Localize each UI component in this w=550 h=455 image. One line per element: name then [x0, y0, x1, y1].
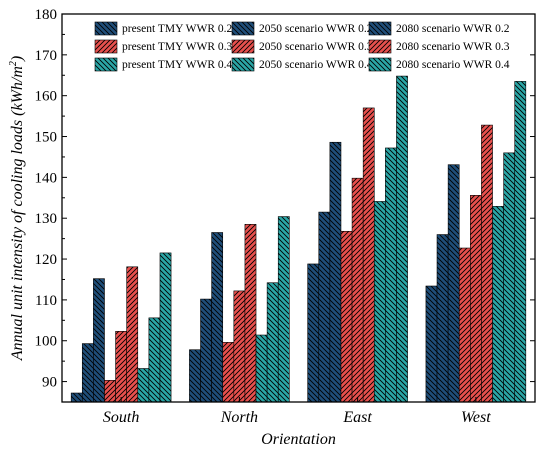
y-tick-label: 120: [35, 252, 58, 268]
legend-label-2080-scenario-wwr-0-2: 2080 scenario WWR 0.2: [396, 23, 510, 35]
bar-west-2080-scenario-wwr-0-3-hatch: [481, 125, 493, 403]
bar-north-2080-scenario-wwr-0-4-hatch: [278, 216, 290, 402]
y-tick-label: 130: [35, 211, 58, 227]
y-tick-label: 100: [35, 334, 58, 350]
bar-north-present-tmy-wwr-0-4-hatch: [256, 335, 268, 402]
bar-west-2050-scenario-wwr-0-2-hatch: [437, 234, 449, 402]
x-tick-label-north: North: [220, 409, 258, 426]
legend-label-2050-scenario-wwr-0-2: 2050 scenario WWR 0.2: [259, 23, 373, 35]
bar-west-2050-scenario-wwr-0-3-hatch: [470, 195, 482, 402]
legend-label-2050-scenario-wwr-0-3: 2050 scenario WWR 0.3: [259, 41, 373, 53]
legend-label-2080-scenario-wwr-0-3: 2080 scenario WWR 0.3: [396, 41, 510, 53]
bar-south-2080-scenario-wwr-0-3-hatch: [126, 266, 138, 402]
bar-south-2050-scenario-wwr-0-3-hatch: [115, 331, 127, 402]
legend-swatch-2050-scenario-wwr-0-3-hatch: [232, 40, 254, 53]
bar-east-present-tmy-wwr-0-4-hatch: [374, 201, 386, 402]
legend-label-present-tmy-wwr-0-3: present TMY WWR 0.3: [122, 41, 233, 53]
plot-frame: [61, 13, 536, 403]
legend-swatch-2050-scenario-wwr-0-4-hatch: [232, 58, 254, 71]
y-axis-title-close: ): [9, 56, 26, 62]
legend-swatch-present-tmy-wwr-0-3-hatch: [95, 40, 117, 53]
bar-east-2080-scenario-wwr-0-4-hatch: [396, 76, 408, 402]
bar-south-2080-scenario-wwr-0-4-hatch: [159, 252, 172, 402]
legend-swatch-present-tmy-wwr-0-4-hatch: [95, 58, 117, 71]
legend-swatch-2080-scenario-wwr-0-4-hatch: [369, 58, 391, 71]
bar-west-present-tmy-wwr-0-2-hatch: [425, 286, 438, 402]
x-axis: South North East West: [103, 397, 491, 426]
bar-west-2080-scenario-wwr-0-2-hatch: [448, 164, 460, 402]
y-tick-label: 90: [42, 375, 57, 391]
x-tick-label-west: West: [461, 409, 491, 426]
bar-north-2080-scenario-wwr-0-2-hatch: [211, 232, 223, 402]
bars-layer: [70, 75, 527, 403]
bar-east-2080-scenario-wwr-0-3-hatch: [363, 107, 375, 403]
bar-west-present-tmy-wwr-0-3-hatch: [459, 248, 471, 402]
legend: present TMY WWR 0.2 2050 scenario WWR 0.2…: [94, 21, 510, 72]
legend-swatch-2050-scenario-wwr-0-2-hatch: [232, 22, 254, 35]
bar-north-2050-scenario-wwr-0-3-hatch: [233, 290, 245, 402]
bar-south-2050-scenario-wwr-0-2-hatch: [82, 343, 94, 402]
y-axis-title-main: Annual unit intensity of cooling loads: [9, 116, 26, 361]
legend-swatch-2080-scenario-wwr-0-3-hatch: [369, 40, 391, 53]
bar-east-present-tmy-wwr-0-3-hatch: [340, 231, 353, 402]
bar-south-present-tmy-wwr-0-2-hatch: [71, 393, 83, 402]
y-axis-title-sup: 2: [8, 61, 19, 66]
y-tick-label: 150: [35, 130, 58, 146]
bar-east-2050-scenario-wwr-0-4-hatch: [385, 147, 397, 402]
bar-east-2050-scenario-wwr-0-3-hatch: [352, 178, 364, 402]
legend-label-present-tmy-wwr-0-2: present TMY WWR 0.2: [122, 23, 233, 35]
legend-label-2050-scenario-wwr-0-4: 2050 scenario WWR 0.4: [259, 59, 373, 71]
bar-east-present-tmy-wwr-0-2-hatch: [307, 263, 319, 402]
legend-swatch-present-tmy-wwr-0-2-hatch: [95, 22, 117, 35]
bar-north-2050-scenario-wwr-0-4-hatch: [267, 282, 279, 402]
x-tick-label-east: East: [342, 409, 372, 426]
bar-north-present-tmy-wwr-0-3-hatch: [222, 342, 234, 402]
bar-east-2080-scenario-wwr-0-2-hatch: [329, 142, 341, 403]
legend-swatch-2080-scenario-wwr-0-2-hatch: [369, 22, 391, 35]
bar-south-present-tmy-wwr-0-3-hatch: [104, 380, 116, 402]
y-axis-title-unit: (kWh/m: [9, 66, 26, 116]
bar-north-2080-scenario-wwr-0-3-hatch: [244, 224, 257, 402]
y-tick-label: 160: [35, 89, 58, 105]
x-tick-label-south: South: [103, 409, 139, 426]
legend-label-2080-scenario-wwr-0-4: 2080 scenario WWR 0.4: [396, 59, 510, 71]
y-tick-label: 170: [35, 48, 58, 64]
y-tick-label: 110: [35, 293, 57, 309]
bar-west-2080-scenario-wwr-0-4-hatch: [514, 81, 526, 403]
bar-south-2050-scenario-wwr-0-4-hatch: [148, 317, 160, 402]
x-axis-title: Orientation: [261, 431, 336, 448]
bar-west-present-tmy-wwr-0-4-hatch: [492, 206, 504, 402]
y-axis-title: Annual unit intensity of cooling loads (…: [8, 56, 26, 362]
bar-north-present-tmy-wwr-0-2-hatch: [189, 349, 201, 402]
bar-east-2050-scenario-wwr-0-2-hatch: [318, 212, 330, 402]
y-tick-label: 180: [35, 7, 58, 23]
bar-west-2050-scenario-wwr-0-4-hatch: [503, 152, 515, 402]
y-axis: 90 100 110 120 130 140 150 160 170 180: [35, 7, 535, 403]
y-tick-label: 140: [35, 170, 58, 186]
bar-north-2050-scenario-wwr-0-2-hatch: [200, 299, 212, 402]
bar-south-2080-scenario-wwr-0-2-hatch: [93, 278, 105, 402]
bar-south-present-tmy-wwr-0-4-hatch: [137, 368, 149, 402]
legend-label-present-tmy-wwr-0-4: present TMY WWR 0.4: [122, 59, 233, 71]
